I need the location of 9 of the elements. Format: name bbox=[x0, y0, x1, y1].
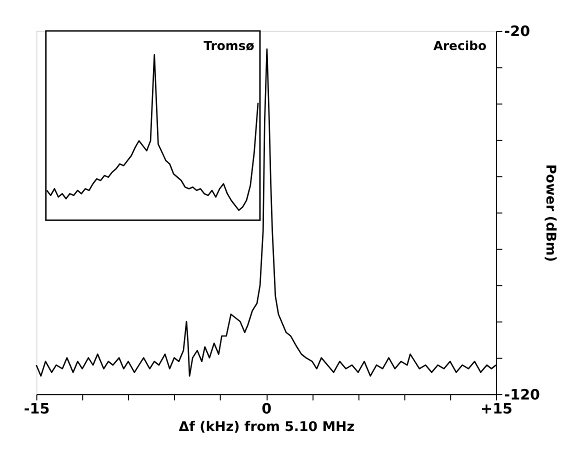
x-tick-label: +15 bbox=[480, 402, 513, 418]
y-tick-label: -20 bbox=[504, 24, 530, 40]
text: Arecibo bbox=[433, 38, 486, 54]
x-tick-label: -15 bbox=[24, 402, 50, 418]
x-tick-label: 0 bbox=[262, 402, 272, 418]
text: Tromsø bbox=[204, 38, 254, 54]
y-axis-title: Power (dBm) bbox=[542, 164, 558, 262]
y-tick-label: -120 bbox=[504, 387, 540, 404]
x-axis-title: Δf (kHz) from 5.10 MHz bbox=[178, 420, 355, 435]
